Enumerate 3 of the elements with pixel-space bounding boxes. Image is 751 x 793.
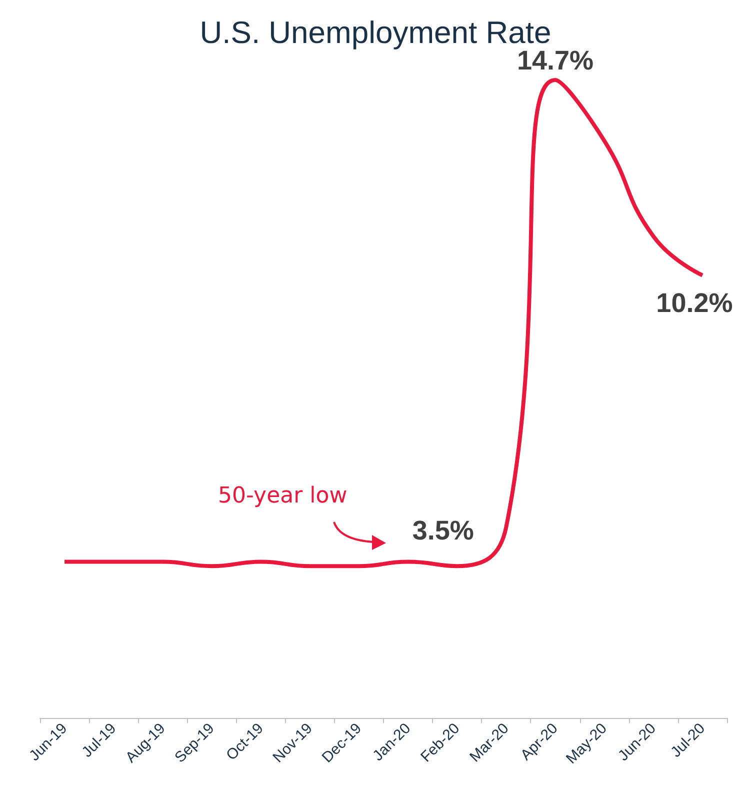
data-label: 3.5% bbox=[412, 516, 474, 546]
annotation: 50-year low bbox=[218, 484, 348, 508]
data-label: 10.2% bbox=[656, 288, 733, 318]
